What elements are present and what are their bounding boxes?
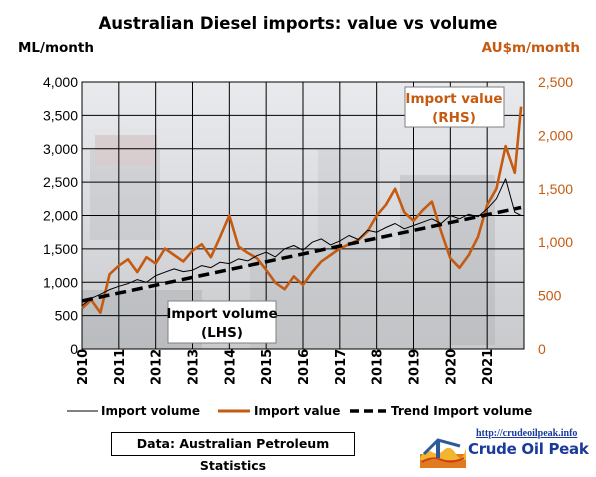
annotation-line: (RHS) [432, 110, 476, 126]
logo-name: Crude Oil Peak [468, 440, 589, 458]
right-tick-label: 0 [538, 341, 546, 357]
chart-title: Australian Diesel imports: value vs volu… [99, 14, 498, 33]
series-layer [81, 106, 523, 314]
annotation-volume-box [167, 300, 277, 344]
legend-label-trend: Trend Import volume [391, 404, 532, 418]
logo-url-link[interactable]: http://crudeoilpeak.info [476, 428, 578, 439]
x-tick-label: 2016 [297, 349, 312, 385]
annotation-import-value: Import value (RHS) [405, 91, 502, 126]
x-tick-label: 2015 [260, 349, 275, 385]
left-tick-label: 1,000 [43, 274, 78, 290]
x-tick-label: 2018 [371, 349, 386, 385]
left-tick-labels: 0 500 1,000 1,500 2,000 2,500 3,000 3,500 4,000 [43, 74, 78, 357]
annotation-value-box [404, 86, 505, 128]
annotation-line: Import value [405, 91, 502, 107]
right-tick-label: 2,000 [538, 127, 573, 143]
plot-frame [81, 81, 525, 350]
background-photo [82, 135, 495, 349]
x-tick-label: 2021 [481, 349, 496, 385]
x-tick-label: 2011 [113, 349, 128, 385]
legend: Import volume Import value Trend Import … [67, 404, 532, 418]
left-tick-label: 4,000 [43, 74, 78, 90]
series-trend-import-volume [81, 205, 522, 303]
site-logo[interactable]: http://crudeoilpeak.info Crude Oil Peak [420, 428, 589, 468]
left-tick-label: 0 [70, 341, 78, 357]
legend-label-import-value: Import value [254, 404, 340, 418]
right-axis-label: AU$m/month [482, 40, 580, 56]
x-tick-label: 2010 [76, 349, 91, 385]
oil-pump-icon [420, 438, 466, 468]
annotation-line: (LHS) [201, 325, 243, 341]
left-tick-label: 3,000 [43, 141, 78, 157]
right-tick-labels: 0 500 1,000 1,500 2,000 2,500 [538, 74, 573, 357]
series-import-value [81, 106, 523, 314]
x-tick-label: 2013 [187, 349, 202, 385]
series-import-volume [81, 178, 522, 306]
annotation-import-volume: Import volume (LHS) [166, 306, 277, 341]
x-tick-label: 2012 [150, 349, 165, 385]
x-tick-label: 2014 [223, 349, 238, 385]
x-tick-label: 2020 [444, 349, 459, 385]
left-tick-label: 1,500 [43, 241, 78, 257]
x-tick-label: 2019 [408, 349, 423, 385]
x-tick-label: 2017 [334, 349, 349, 385]
right-tick-label: 500 [538, 288, 562, 304]
right-tick-label: 1,500 [538, 181, 573, 197]
left-tick-label: 2,000 [43, 208, 78, 224]
right-tick-label: 2,500 [538, 74, 573, 90]
left-tick-label: 3,500 [43, 107, 78, 123]
left-tick-label: 2,500 [43, 174, 78, 190]
left-tick-label: 500 [55, 308, 79, 324]
data-source-box: Data: Australian Petroleum Statistics [111, 432, 355, 473]
legend-label-import-volume: Import volume [101, 404, 200, 418]
right-tick-label: 1,000 [538, 234, 573, 250]
left-axis-label: ML/month [18, 40, 94, 56]
annotation-line: Import volume [166, 306, 277, 322]
x-tick-labels: 2010 2011 2012 2013 2014 2015 2016 2017 2018 2019… [76, 349, 496, 385]
